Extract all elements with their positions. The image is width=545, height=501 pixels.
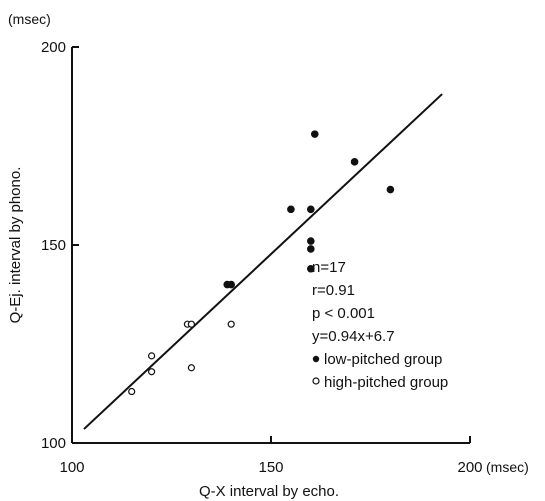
x-axis-title: Q-X interval by echo. — [199, 483, 339, 500]
point-high-0 — [128, 387, 136, 396]
point-high-4 — [187, 320, 195, 328]
legend-marker-high — [312, 377, 320, 385]
legend-label-high: high-pitched group — [324, 374, 448, 391]
data-points — [128, 130, 395, 396]
legend-label-low: low-pitched group — [324, 351, 442, 368]
annotation-n: n=17 — [312, 259, 346, 276]
legend-marker-low — [312, 355, 320, 363]
x-tick-label-100: 100 — [59, 459, 84, 476]
point-low-2 — [287, 205, 295, 214]
point-low-9 — [306, 264, 315, 273]
x-tick-label-150: 150 — [258, 459, 283, 476]
annotation-p: p < 0.001 — [312, 305, 375, 322]
point-high-6 — [227, 320, 235, 328]
y-tick-label-150: 150 — [41, 237, 66, 254]
point-low-3 — [306, 205, 315, 214]
point-low-5 — [350, 158, 359, 166]
y-tick-label-100: 100 — [41, 435, 66, 452]
regression-line — [83, 93, 443, 430]
point-high-2 — [148, 352, 156, 360]
y-unit-label: (msec) — [8, 11, 51, 27]
point-high-1 — [148, 368, 156, 376]
point-low-7 — [306, 237, 315, 245]
annotation-equation: y=0.94x+6.7 — [312, 328, 395, 345]
annotations: n=17 r=0.91 p < 0.001 y=0.94x+6.7 low-pi… — [312, 259, 448, 391]
point-high-5 — [187, 364, 195, 372]
annotation-r: r=0.91 — [312, 282, 355, 299]
x-tick-label-200: 200 — [457, 459, 482, 476]
x-unit-label: (msec) — [486, 459, 529, 475]
point-low-1 — [227, 280, 236, 289]
point-low-6 — [386, 185, 395, 194]
point-low-4 — [310, 130, 319, 138]
y-tick-label-200: 200 — [41, 39, 66, 56]
tick-labels: 100 150 200 100 150 200 — [41, 39, 483, 476]
point-low-8 — [306, 245, 315, 253]
y-axis-title: Q-Ej. interval by phono. — [7, 167, 24, 324]
ticks — [71, 46, 471, 444]
